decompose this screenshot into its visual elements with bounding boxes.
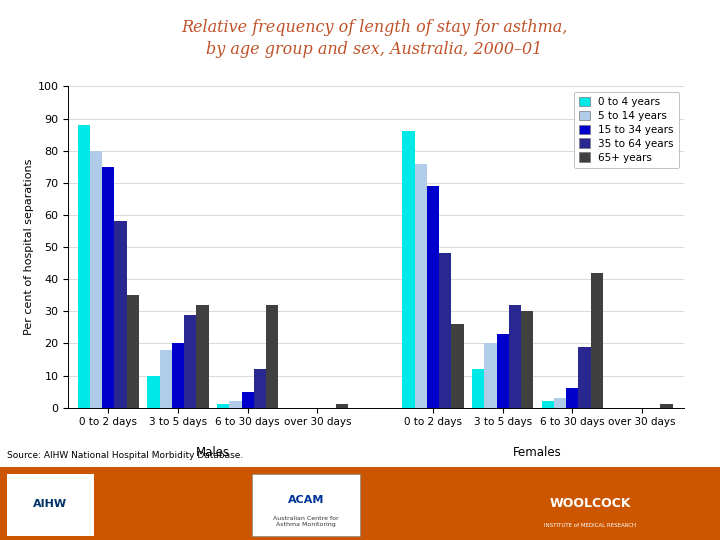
Bar bbox=[509, 305, 521, 408]
Bar bbox=[541, 401, 554, 408]
Bar bbox=[217, 404, 229, 408]
Bar bbox=[252, 475, 360, 536]
Bar bbox=[415, 164, 427, 408]
Bar bbox=[197, 305, 209, 408]
Text: INSTITUTE of MEDICAL RESEARCH: INSTITUTE of MEDICAL RESEARCH bbox=[544, 523, 636, 528]
Bar bbox=[427, 186, 439, 408]
Bar bbox=[402, 131, 415, 408]
Bar bbox=[439, 253, 451, 408]
Bar bbox=[114, 221, 127, 408]
Bar bbox=[451, 324, 464, 408]
Bar bbox=[172, 343, 184, 408]
Text: Males: Males bbox=[196, 446, 230, 459]
Bar bbox=[485, 343, 497, 408]
Bar bbox=[554, 398, 566, 408]
Legend: 0 to 4 years, 5 to 14 years, 15 to 34 years, 35 to 64 years, 65+ years: 0 to 4 years, 5 to 14 years, 15 to 34 ye… bbox=[574, 92, 679, 168]
Bar bbox=[566, 388, 578, 408]
Text: Females: Females bbox=[513, 446, 562, 459]
Bar bbox=[127, 295, 139, 408]
Bar bbox=[253, 369, 266, 408]
Bar bbox=[160, 350, 172, 408]
Bar bbox=[521, 311, 534, 408]
Bar bbox=[578, 347, 591, 408]
Bar bbox=[184, 314, 197, 408]
Bar bbox=[591, 273, 603, 408]
Bar bbox=[78, 125, 90, 408]
Text: by age group and sex, Australia, 2000–01: by age group and sex, Australia, 2000–01 bbox=[206, 40, 543, 57]
Text: Source: AIHW National Hospital Morbidity Database.: Source: AIHW National Hospital Morbidity… bbox=[7, 451, 243, 460]
Y-axis label: Per cent of hospital separations: Per cent of hospital separations bbox=[24, 159, 34, 335]
Bar bbox=[148, 376, 160, 408]
Bar bbox=[266, 305, 279, 408]
Bar bbox=[229, 401, 241, 408]
Bar bbox=[90, 151, 102, 408]
Bar bbox=[336, 404, 348, 408]
Text: Relative frequency of length of stay for asthma,: Relative frequency of length of stay for… bbox=[181, 19, 567, 36]
Text: AIHW: AIHW bbox=[33, 498, 68, 509]
Text: Length of stay and sex: Length of stay and sex bbox=[304, 478, 446, 491]
Bar bbox=[102, 167, 114, 408]
Bar bbox=[660, 404, 672, 408]
Text: ACAM: ACAM bbox=[288, 495, 324, 505]
Bar bbox=[472, 369, 485, 408]
Bar bbox=[497, 334, 509, 408]
Bar bbox=[7, 475, 94, 536]
Text: Australian Centre for
Asthma Monitoring: Australian Centre for Asthma Monitoring bbox=[273, 516, 339, 527]
Bar bbox=[241, 392, 253, 408]
Text: WOOLCOCK: WOOLCOCK bbox=[549, 497, 631, 510]
